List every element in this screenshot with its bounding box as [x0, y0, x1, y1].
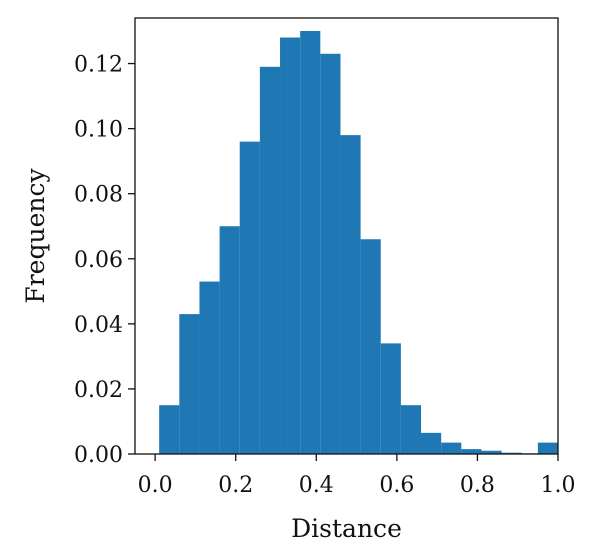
y-tick-label-4: 0.08 [74, 183, 123, 208]
histogram-bar-10 [360, 239, 381, 454]
histogram-bar-5 [259, 66, 281, 454]
x-axis: 0.0 0.2 0.4 0.6 0.8 1.0 [138, 454, 576, 498]
x-axis-title: Distance [291, 514, 402, 543]
histogram-bar-8 [320, 53, 341, 454]
histogram-bar-14 [441, 442, 462, 454]
histogram-bar-11 [380, 343, 401, 454]
histogram-bar-15 [461, 449, 482, 454]
histogram-bar-6 [280, 37, 301, 454]
histogram-bar-0 [159, 405, 180, 454]
histogram-bar-16 [481, 450, 502, 454]
histogram-bar-17 [501, 452, 522, 454]
y-tick-label-1: 0.02 [74, 378, 123, 403]
histogram-bar-7 [300, 31, 321, 455]
histogram-bar-12 [400, 405, 422, 454]
histogram-bar-19 [537, 442, 558, 454]
x-tick-label-4: 0.8 [460, 473, 495, 498]
histogram-bar-1 [179, 314, 200, 454]
x-tick-label-1: 0.2 [218, 473, 253, 498]
y-axis: 0.00 0.02 0.04 0.06 0.08 0.10 0.12 [74, 53, 135, 468]
x-tick-label-0: 0.0 [138, 473, 173, 498]
x-tick-label-2: 0.4 [299, 473, 334, 498]
histogram-bar-13 [421, 432, 442, 454]
x-tick-label-5: 1.0 [541, 473, 576, 498]
y-tick-label-5: 0.10 [74, 118, 123, 143]
y-tick-label-2: 0.04 [74, 313, 123, 338]
y-axis-title: Frequency [21, 168, 50, 304]
histogram-bar-2 [199, 281, 220, 454]
histogram-bar-3 [219, 226, 240, 454]
plot-frame [134, 17, 559, 455]
y-tick-label-6: 0.12 [74, 53, 123, 78]
x-tick-label-3: 0.6 [379, 473, 414, 498]
bars-group [159, 31, 558, 455]
y-tick-label-3: 0.06 [74, 248, 123, 273]
histogram-bar-9 [340, 135, 361, 454]
histogram-bar-4 [239, 141, 260, 454]
y-tick-label-0: 0.00 [74, 443, 123, 468]
